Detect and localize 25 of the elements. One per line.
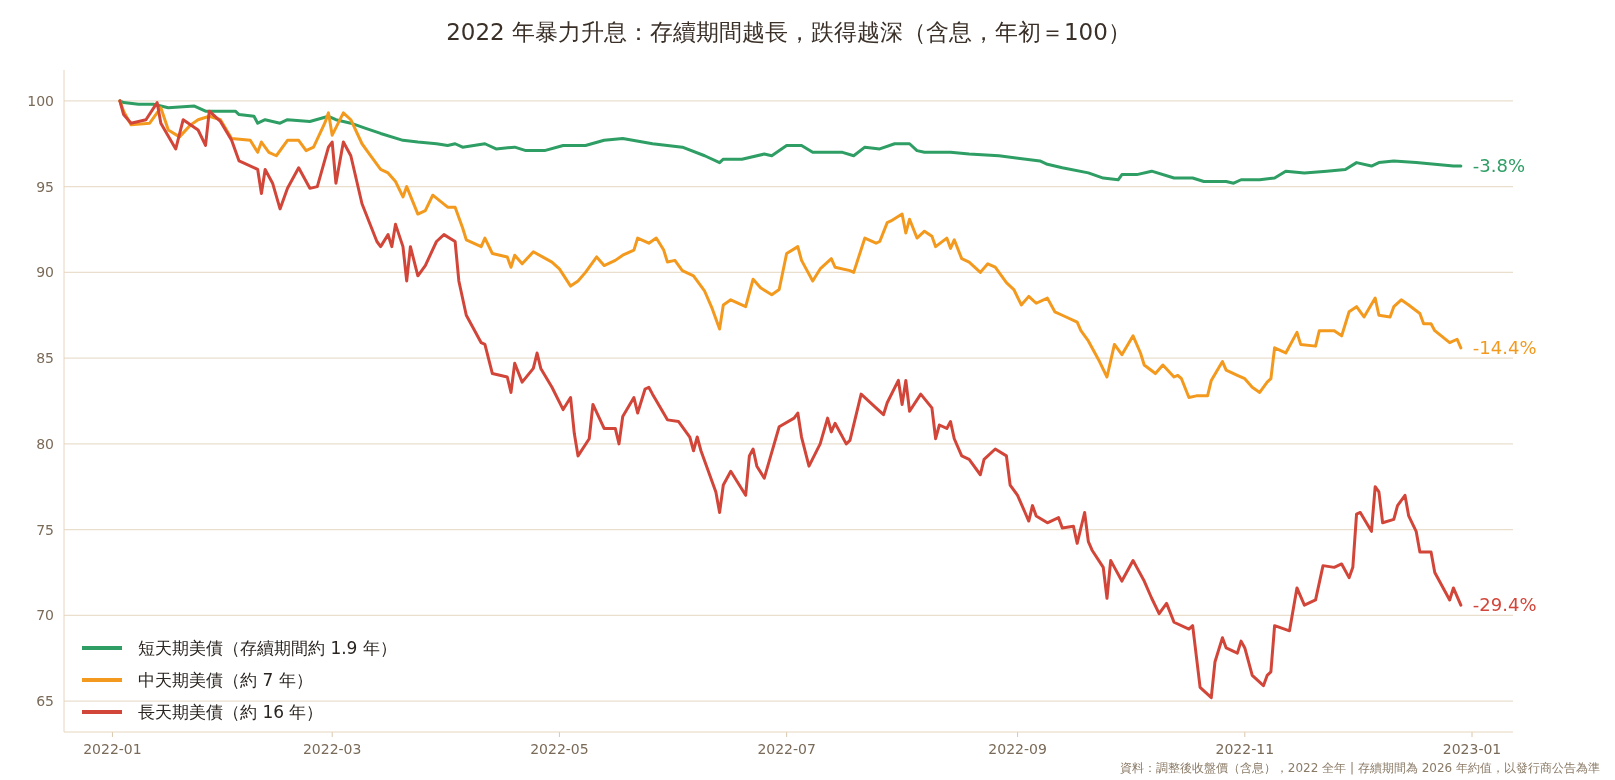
- x-tick-label: 2022-05: [530, 741, 589, 757]
- annotation: -29.4%: [1472, 594, 1537, 616]
- x-tick-label: 2022-07: [757, 741, 816, 757]
- x-tick-label: 2022-01: [83, 741, 142, 757]
- legend-label: 長天期美債（約 16 年）: [138, 701, 324, 722]
- line-series: [118, 99, 1463, 700]
- x-tick-label: 2023-01: [1442, 741, 1502, 757]
- annotation: -3.8%: [1472, 155, 1526, 177]
- x-tick-label: 2022-09: [988, 741, 1047, 757]
- legend-label: 中天期美債（約 7 年）: [138, 669, 313, 690]
- y-tick-label: 100: [27, 92, 54, 109]
- legend-label: 短天期美債（存續期間約 1.9 年）: [138, 637, 397, 658]
- line-series: [118, 99, 1463, 185]
- chart-title: 2022 年暴力升息：存續期間越長，跌得越深（含息，年初＝100）: [446, 19, 1131, 45]
- annotation: -14.4%: [1472, 337, 1537, 359]
- y-tick-label: 80: [36, 435, 54, 452]
- y-tick-label: 85: [36, 350, 54, 367]
- text: 資料：調整後收盤價（含息），2022 全年 | 存續期間為 2026 年約值，以發行商公告為準: [1119, 761, 1600, 775]
- x-tick-label: 2022-03: [302, 741, 362, 757]
- y-tick-label: 70: [36, 607, 54, 624]
- y-tick-label: 95: [36, 178, 54, 195]
- y-tick-label: 75: [36, 521, 54, 538]
- y-tick-label: 65: [36, 693, 54, 710]
- y-tick-label: 90: [36, 264, 54, 281]
- x-tick-label: 2022-11: [1215, 741, 1275, 757]
